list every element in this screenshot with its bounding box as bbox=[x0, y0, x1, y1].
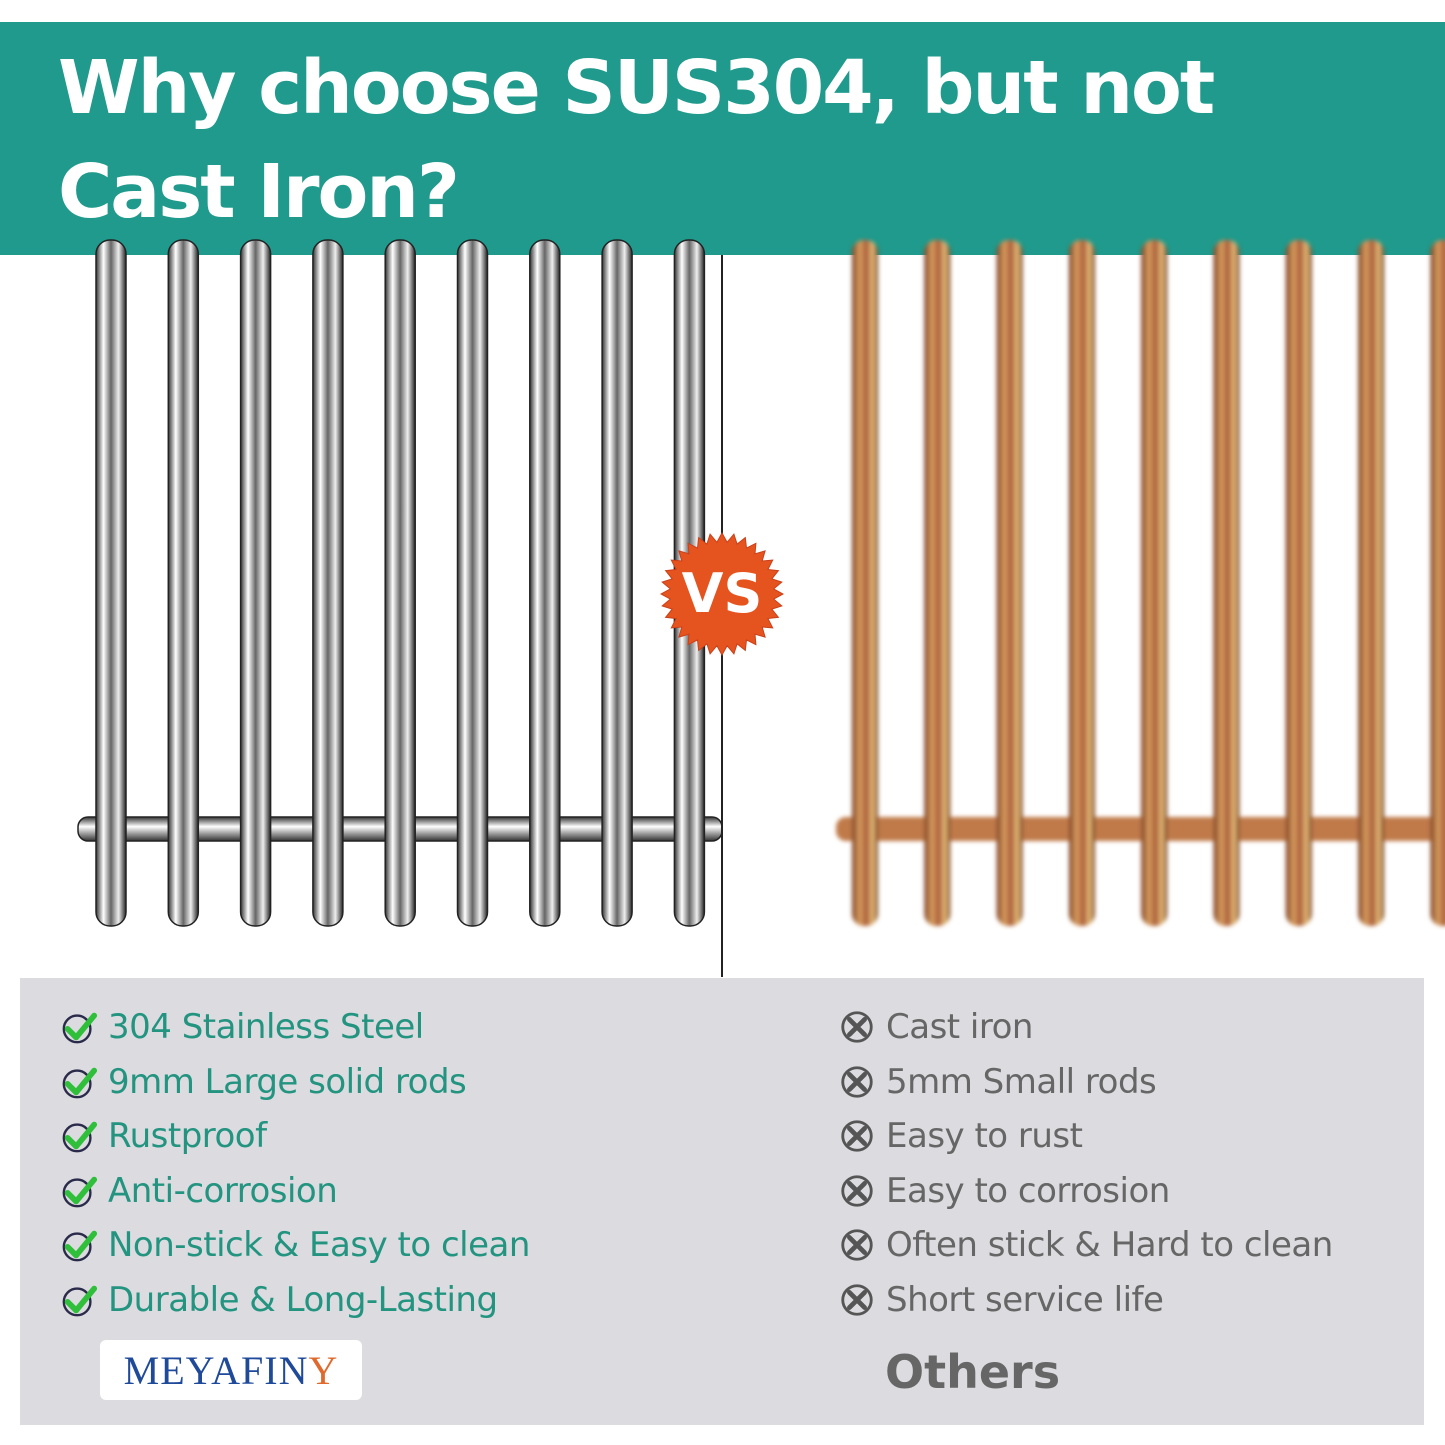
list-item-label: Non-stick & Easy to clean bbox=[108, 1225, 530, 1266]
check-circle-icon bbox=[62, 1122, 98, 1153]
stainless-features-list: 304 Stainless Steel 9mm Large solid rods R… bbox=[60, 1000, 530, 1327]
list-item-label: Easy to corrosion bbox=[886, 1170, 1170, 1211]
list-item: Durable & Long-Lasting bbox=[60, 1273, 530, 1328]
competitor-label: Others bbox=[885, 1345, 1061, 1399]
list-item: Cast iron bbox=[838, 1000, 1333, 1055]
rust-rod bbox=[924, 240, 951, 926]
vs-badge: VS bbox=[660, 532, 784, 656]
header-banner bbox=[0, 22, 1445, 255]
starburst-shape bbox=[660, 532, 784, 656]
brand-logo: MEYAFIN Y bbox=[100, 1340, 362, 1400]
list-item: 9mm Large solid rods bbox=[60, 1055, 530, 1110]
check-circle-icon bbox=[62, 1231, 98, 1262]
list-item: Often stick & Hard to clean bbox=[838, 1218, 1333, 1273]
check-circle-icon bbox=[62, 1013, 98, 1044]
list-item: 304 Stainless Steel bbox=[60, 1000, 530, 1055]
list-item-label: Durable & Long-Lasting bbox=[108, 1279, 498, 1320]
x-circle-icon bbox=[841, 1066, 873, 1098]
rust-rod bbox=[1285, 240, 1312, 926]
x-circle-icon bbox=[841, 1120, 873, 1152]
list-item-label: Anti-corrosion bbox=[108, 1170, 338, 1211]
cast-iron-grill-image bbox=[836, 240, 1445, 926]
stainless-steel-grill-image bbox=[77, 239, 723, 927]
check-circle-icon bbox=[62, 1285, 98, 1317]
list-item-label: Rustproof bbox=[108, 1116, 267, 1157]
list-item-label: 304 Stainless Steel bbox=[108, 1007, 424, 1048]
cast-iron-features-list: Cast iron 5mm Small rods Easy to rust Easy … bbox=[838, 1000, 1333, 1327]
rust-rod bbox=[1213, 240, 1240, 926]
steel-rod bbox=[601, 239, 633, 927]
list-item: Rustproof bbox=[60, 1109, 530, 1164]
steel-rod bbox=[456, 239, 489, 927]
rust-rod bbox=[1358, 240, 1385, 926]
logo-text: MEYAFIN bbox=[123, 1347, 309, 1393]
list-item: Short service life bbox=[838, 1273, 1333, 1328]
rust-rod bbox=[1068, 240, 1095, 926]
x-circle-icon bbox=[841, 1011, 873, 1043]
steel-rod bbox=[529, 239, 561, 927]
x-circle-icon bbox=[841, 1175, 873, 1207]
vs-label: VS bbox=[682, 562, 763, 625]
rust-rod bbox=[1430, 240, 1445, 926]
grill-comparison-images bbox=[77, 239, 1445, 927]
list-item-label: Short service life bbox=[886, 1279, 1164, 1320]
logo-accent-letter: Y bbox=[308, 1347, 339, 1393]
steel-rod bbox=[384, 239, 416, 927]
list-item-label: Often stick & Hard to clean bbox=[886, 1225, 1333, 1266]
steel-rod bbox=[167, 239, 200, 927]
x-circle-icon bbox=[841, 1229, 873, 1261]
list-item-label: 5mm Small rods bbox=[886, 1061, 1157, 1102]
steel-rod bbox=[95, 239, 127, 927]
check-circle-icon bbox=[62, 1176, 98, 1208]
list-item: Non-stick & Easy to clean bbox=[60, 1218, 530, 1273]
steel-rod bbox=[312, 239, 344, 927]
list-item: Easy to rust bbox=[838, 1109, 1333, 1164]
check-circle-icon bbox=[62, 1067, 98, 1099]
rust-rod bbox=[996, 240, 1023, 926]
steel-rod bbox=[239, 239, 272, 927]
list-item-label: Cast iron bbox=[886, 1007, 1033, 1048]
list-item: Easy to corrosion bbox=[838, 1164, 1333, 1219]
list-item-label: 9mm Large solid rods bbox=[108, 1061, 467, 1102]
x-circle-icon bbox=[841, 1284, 873, 1316]
list-item: 5mm Small rods bbox=[838, 1055, 1333, 1110]
rust-rod bbox=[852, 240, 878, 926]
list-item: Anti-corrosion bbox=[60, 1164, 530, 1219]
rust-rod bbox=[1141, 240, 1168, 926]
list-item-label: Easy to rust bbox=[886, 1116, 1083, 1157]
page-title: Why choose SUS304, but not Cast Iron? bbox=[58, 45, 1215, 235]
